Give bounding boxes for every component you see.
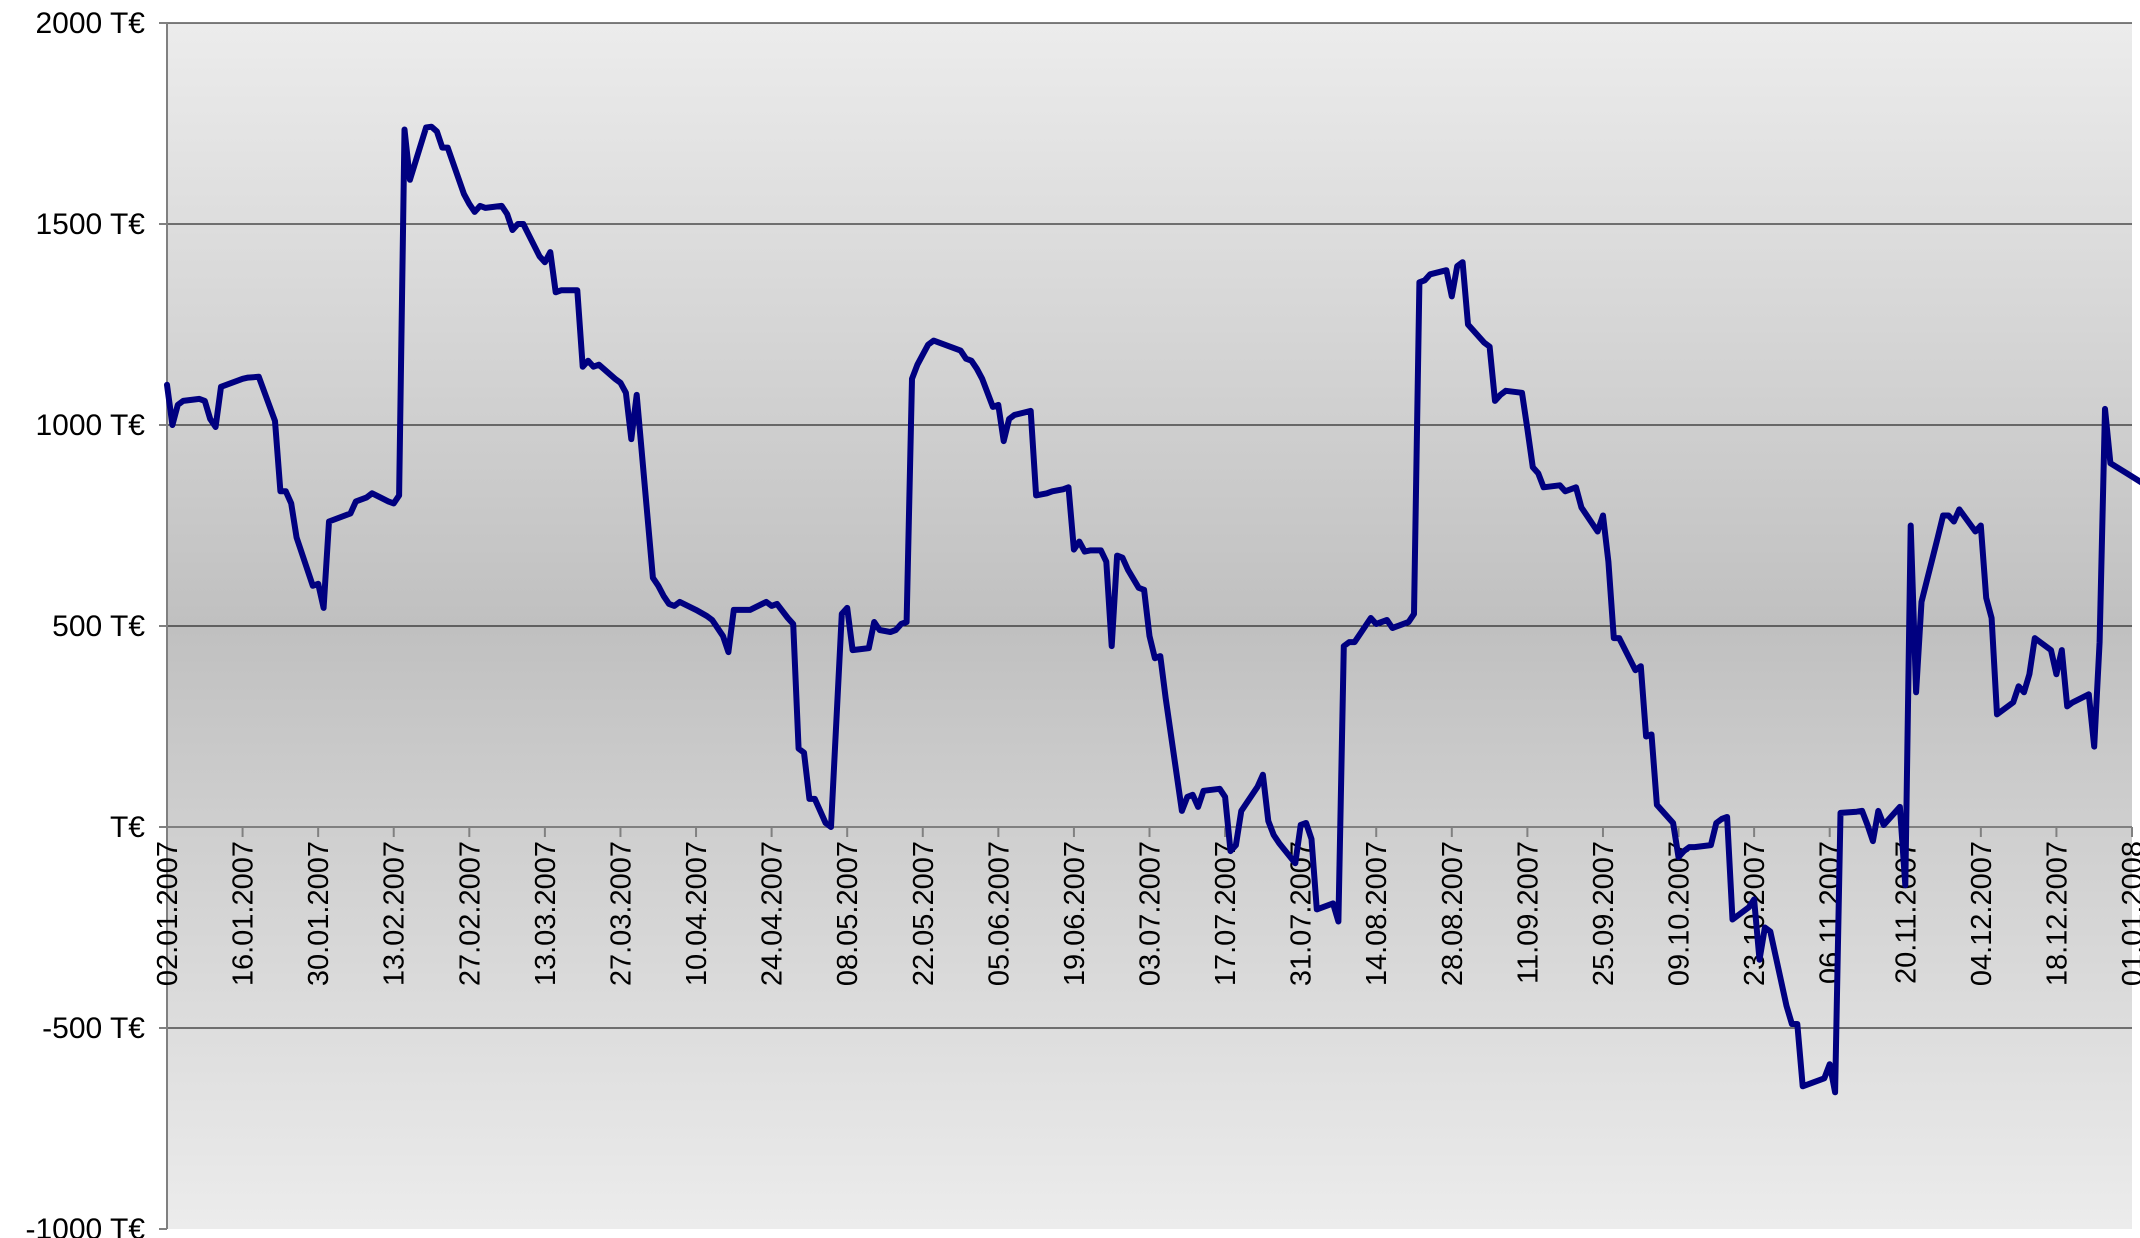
x-tick-label: 14.08.2007 (1361, 841, 1393, 986)
x-tick-label: 08.05.2007 (832, 841, 864, 986)
y-tick-label: 1500 T€ (35, 208, 145, 241)
x-tick-label: 24.04.2007 (757, 841, 789, 986)
x-tick-label: 27.02.2007 (454, 841, 486, 986)
x-tick-label: 03.07.2007 (1135, 841, 1167, 986)
x-tick-label: 05.06.2007 (983, 841, 1015, 986)
x-tick-label: 22.05.2007 (908, 841, 940, 986)
y-tick-label: 2000 T€ (35, 7, 145, 40)
x-tick-label: 25.09.2007 (1588, 841, 1620, 986)
series-group (164, 123, 2140, 1096)
x-tick-label: 02.01.2007 (152, 841, 184, 986)
x-tick-label: 17.07.2007 (1210, 841, 1242, 986)
x-tick-label: 04.12.2007 (1966, 841, 1998, 986)
y-axis-ticks: 2000 T€ 1500 T€ 1000 T€ 500 T€ T€ -500 T€ -100… (25, 7, 167, 1238)
y-tick-label: T€ (110, 811, 145, 844)
x-tick-label: 30.01.2007 (303, 841, 335, 986)
x-tick-label: 16.01.2007 (228, 841, 260, 986)
x-tick-label: 10.04.2007 (681, 841, 713, 986)
x-axis-ticks: 02.01.2007 16.01.2007 30.01.2007 13.02.2007… (152, 827, 2140, 986)
x-tick-label: 28.08.2007 (1437, 841, 1469, 986)
x-tick-label: 09.10.2007 (1664, 841, 1696, 986)
x-tick-label: 18.12.2007 (2041, 841, 2073, 986)
x-tick-label: 19.06.2007 (1059, 841, 1091, 986)
series-line (164, 123, 2140, 1096)
y-tick-label: 500 T€ (52, 610, 145, 643)
x-tick-label: 11.09.2007 (1512, 841, 1544, 984)
x-tick-label: 01.01.2008 (2117, 841, 2140, 986)
y-tick-label: -1000 T€ (25, 1213, 145, 1238)
y-tick-label: -500 T€ (42, 1012, 145, 1045)
x-tick-label: 13.03.2007 (530, 841, 562, 986)
x-tick-label: 13.02.2007 (379, 841, 411, 986)
y-tick-label: 1000 T€ (35, 409, 145, 442)
x-tick-label: 27.03.2007 (605, 841, 637, 986)
